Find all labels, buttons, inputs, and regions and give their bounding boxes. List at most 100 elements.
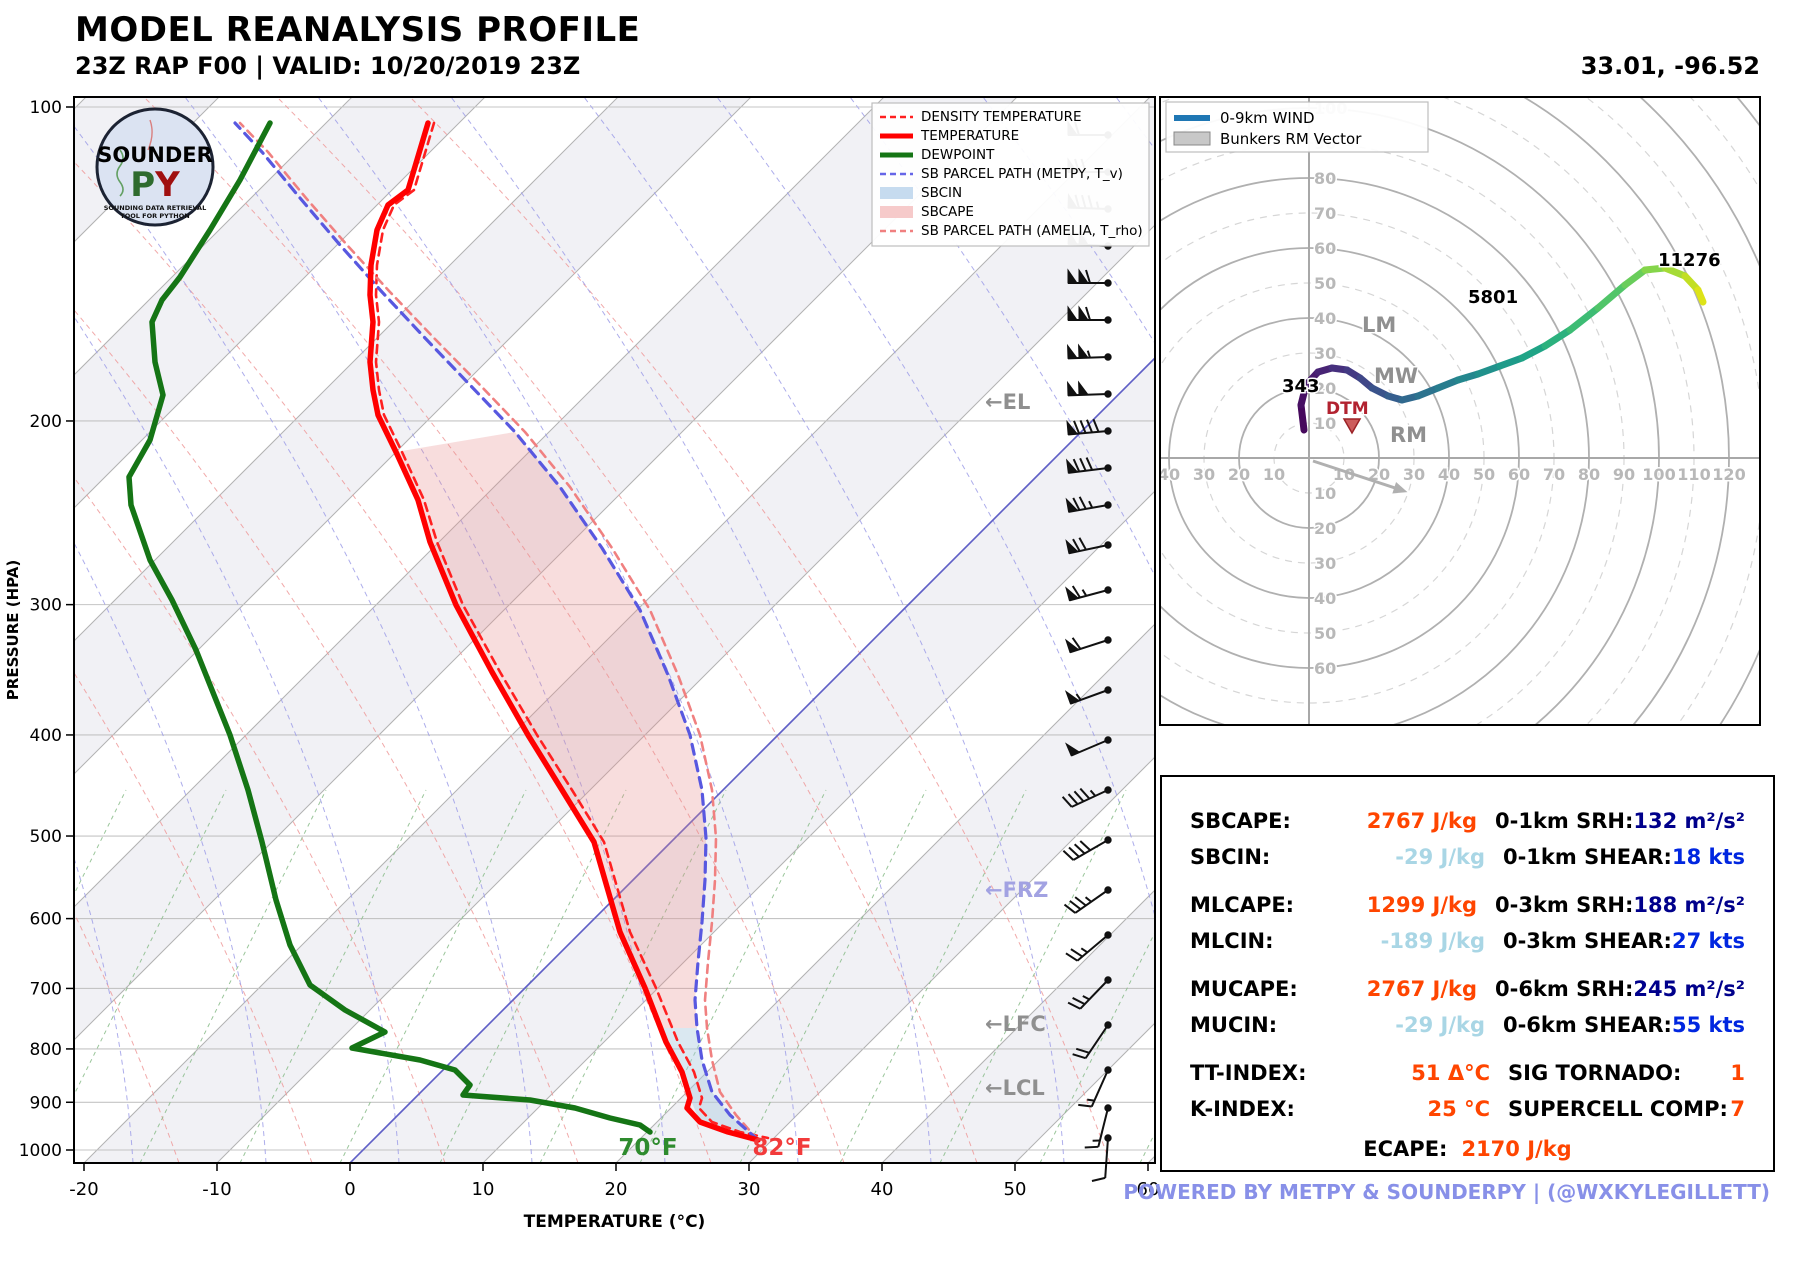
barb-pennant [1065, 742, 1081, 757]
barb-full [1074, 896, 1087, 907]
barb-full [1063, 903, 1076, 914]
stat-label: MUCAPE: [1190, 977, 1298, 1001]
stat-value: 51 Δ°C [1411, 1061, 1490, 1085]
moist-adiabat-line [450, 97, 932, 1163]
stat-value: 245 m²/s² [1633, 977, 1745, 1001]
stat-value: -189 J/kg [1380, 929, 1485, 953]
wind-barb [1084, 1104, 1112, 1149]
ring-label-right: 90 [1613, 465, 1635, 484]
ecape-label: ECAPE: [1363, 1137, 1448, 1161]
logo-text-sounder: SOUNDER [97, 143, 213, 167]
barb-full [1071, 637, 1082, 650]
barb-full [1084, 1145, 1099, 1149]
barb-full [1079, 457, 1087, 472]
ring-label-up: 50 [1314, 274, 1336, 293]
hodograph-trace-segment [1297, 401, 1308, 434]
level-annotation-frz: ←FRZ [985, 878, 1048, 902]
isotherm-line [74, 97, 486, 509]
temp-tick-label: 40 [871, 1179, 894, 1200]
ring-label-left: 10 [1263, 465, 1285, 484]
logo-circle [95, 107, 215, 227]
ring-label-down: 20 [1314, 519, 1336, 538]
stat-label: 0-3km SHEAR: [1502, 929, 1672, 953]
wind-barb [1063, 886, 1112, 914]
dry-adiabat-line [74, 309, 579, 1163]
hodograph-legend: 0-9km WIND Bunkers RM Vector [1165, 101, 1429, 153]
moist-adiabat-line [716, 97, 1155, 919]
barb-full [1070, 948, 1083, 958]
barb-pennant [1064, 638, 1080, 653]
skewt-border [73, 96, 1156, 1164]
legend-label-6: SB PARCEL PATH (AMELIA, T_rho) [921, 223, 1143, 239]
barb-staff [1084, 1024, 1109, 1059]
dry-adiabat-line [74, 476, 446, 1163]
temp-tick-label: 0 [344, 1179, 355, 1200]
wind-barb [1066, 457, 1112, 474]
barb-full [1073, 420, 1081, 434]
ring-label-down: 60 [1314, 659, 1336, 678]
barb-full [1065, 952, 1078, 962]
mixing-ratio-line [539, 789, 727, 1163]
skewt-plot-area [74, 97, 1155, 1163]
barb-full [1062, 850, 1075, 861]
barb-staff [1097, 1107, 1109, 1148]
legend-label-1: TEMPERATURE [920, 128, 1019, 144]
wind-barb [1067, 305, 1112, 324]
wind-barb [1066, 418, 1112, 436]
pressure-tick-label: 900 [30, 1093, 62, 1113]
barb-full [1067, 1001, 1081, 1010]
wind-barb [1067, 380, 1112, 398]
barb-full [1079, 787, 1091, 800]
barb-pennant [1065, 586, 1080, 601]
stat-label: 0-1km SRH: [1495, 809, 1634, 833]
parcel_amelia-curve [238, 121, 760, 1142]
moist-adiabat-line [74, 315, 400, 1163]
height-marker-343: 343 [1282, 376, 1320, 397]
mixing-ratio-line [74, 789, 227, 1096]
wind-barb [1061, 786, 1112, 808]
wind-barb [1065, 496, 1112, 513]
hodograph-border [1159, 96, 1761, 726]
legend-label-5: SBCAPE [921, 204, 974, 220]
temp-tick-label: 50 [1004, 1179, 1027, 1200]
ring-label-up: 40 [1314, 309, 1336, 328]
pressure-tick-label: 200 [30, 412, 62, 432]
ecape-value: 2170 J/kg [1461, 1137, 1572, 1161]
barb-pennant [1067, 268, 1078, 284]
stat-label: SIG TORNADO: [1508, 1061, 1682, 1085]
stats-row-2: MLCAPE: 1299 J/kg 0-3km SRH: 188 m²/s² [1190, 887, 1745, 923]
barb-half [1088, 500, 1094, 509]
wind-barb [1064, 636, 1112, 654]
barb-pennant [1066, 458, 1079, 474]
motion-label-mw: MW [1374, 364, 1418, 388]
page-subtitle: 23Z RAP F00 | VALID: 10/20/2019 23Z [75, 52, 581, 80]
barb-full [1085, 457, 1094, 471]
ring-label-right: 30 [1403, 465, 1425, 484]
motion-label-rm: RM [1390, 423, 1427, 447]
dewpoint-curve [126, 120, 653, 1135]
mixing-ratio-line [739, 789, 927, 1163]
hodograph-trace-segment [1474, 362, 1504, 378]
sbcin-fill [662, 1028, 758, 1140]
barb-half [1082, 995, 1090, 1001]
hodograph-trace-segment [1518, 342, 1549, 362]
barb-full [1069, 900, 1082, 911]
legend-label-4: SBCIN [921, 185, 962, 201]
barb-half [1089, 789, 1097, 797]
mixing-ratio-line [1039, 931, 1155, 1163]
stat-label: SBCAPE: [1190, 809, 1291, 833]
ring-label-down: 40 [1314, 589, 1336, 608]
wind-barb [1067, 268, 1112, 287]
stats-cell: MUCIN: -29 J/kg [1190, 1013, 1485, 1037]
pressure-tick-label: 100 [30, 98, 62, 118]
legend-label-3: SB PARCEL PATH (METPY, T_v) [921, 166, 1123, 182]
motion-label-dtm: DTM [1326, 399, 1369, 419]
ring-label-right: 50 [1473, 465, 1495, 484]
ring-label-up: 30 [1314, 344, 1336, 363]
hodograph-trace-segment [1661, 264, 1689, 280]
ring-label-right: 100 [1642, 465, 1675, 484]
location-coordinates: 33.01, -96.52 [1580, 52, 1760, 80]
parcel-curve [233, 121, 760, 1142]
isotherm-line [748, 756, 1155, 1163]
stat-value: 2767 J/kg [1366, 977, 1478, 1001]
